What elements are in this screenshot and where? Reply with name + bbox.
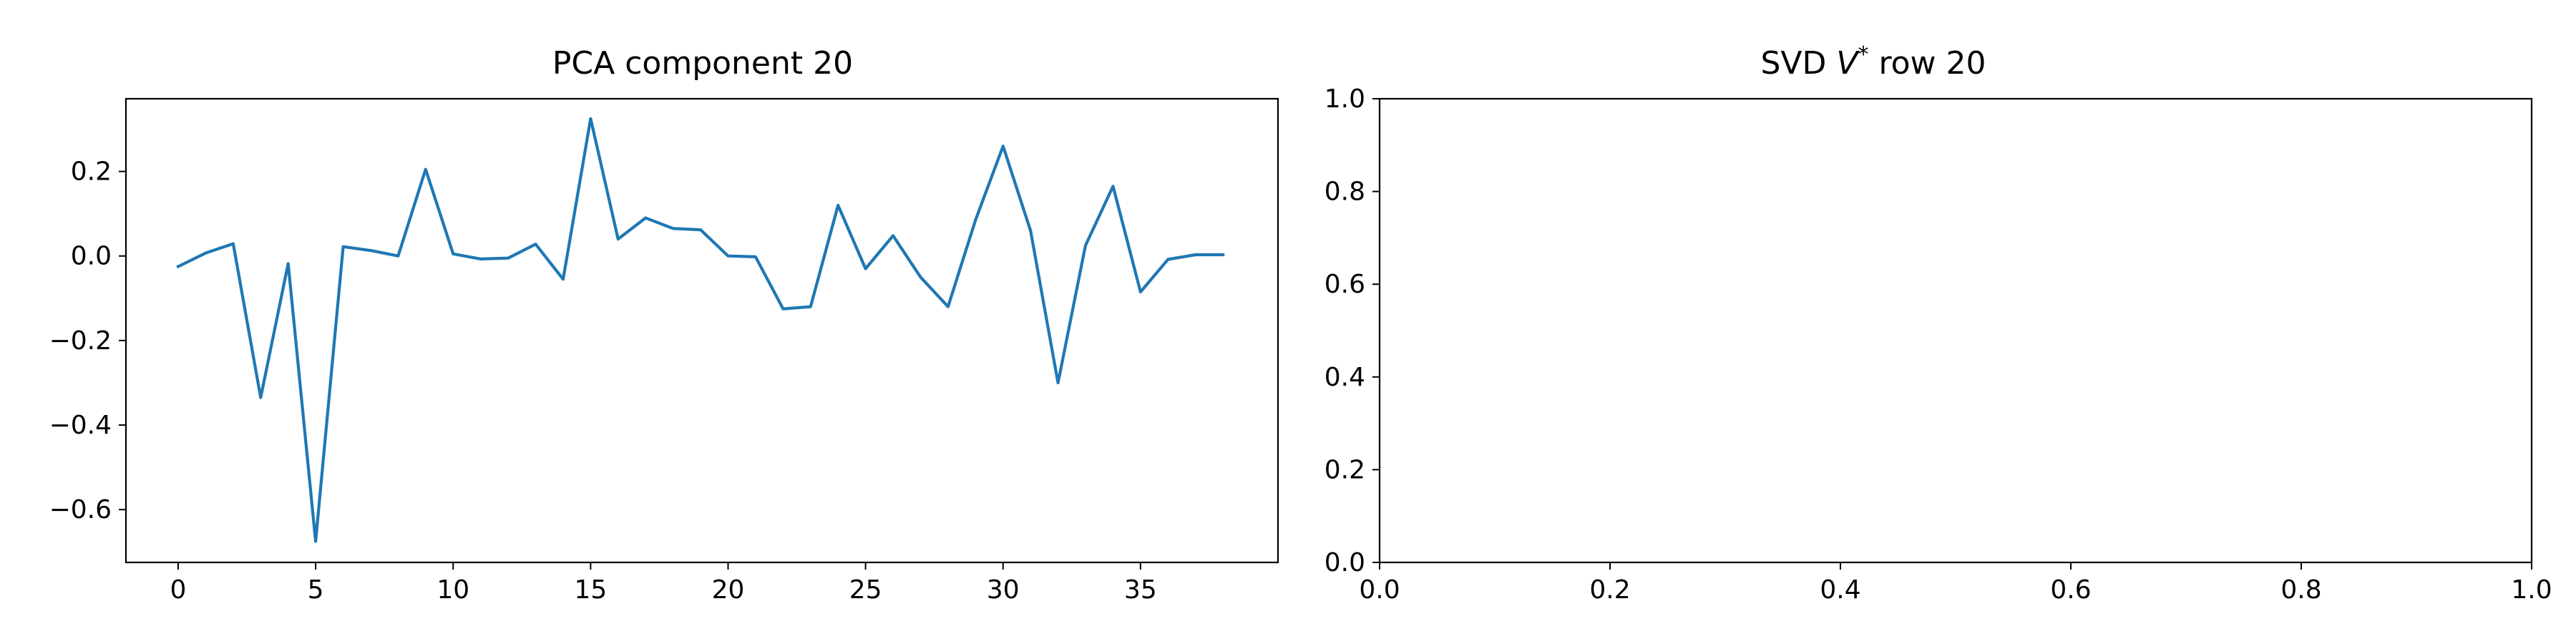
y-tick-label: 0.0: [71, 242, 112, 271]
y-tick-label: 0.8: [1324, 177, 1365, 207]
x-tick-label: 0.8: [2280, 575, 2321, 605]
x-tick-label: 0: [170, 575, 187, 605]
y-tick-label: 0.4: [1324, 363, 1365, 392]
svd-y-axis: 0.0 0.2 0.4 0.6 0.8 1.0: [1324, 84, 1380, 577]
y-tick-label: −0.6: [49, 495, 112, 525]
x-tick-label: 5: [308, 575, 324, 605]
x-tick-label: 25: [849, 575, 882, 605]
y-tick-label: −0.4: [49, 411, 112, 440]
x-tick-label: 20: [712, 575, 745, 605]
pca-series: [176, 117, 1225, 543]
pca-y-axis: 0.2 0.0 −0.2 −0.4 −0.6: [49, 157, 126, 525]
x-tick-label: 0.4: [1820, 575, 1860, 605]
pca-plot-title: PCA component 20: [552, 45, 853, 82]
pca-component-plot: PCA component 20 0 5 10 15 20 25 30 35 0.2 0.0 −0…: [49, 45, 1279, 605]
y-tick-label: 0.6: [1324, 270, 1365, 299]
pca-x-axis: 0 5 10 15 20 25 30 35: [170, 562, 1157, 605]
x-tick-label: 0.0: [1359, 575, 1400, 605]
x-tick-label: 10: [436, 575, 469, 605]
pca-plot-frame: [125, 97, 1279, 564]
svd-plot-frame: [1378, 97, 2533, 564]
y-tick-label: −0.2: [49, 326, 112, 356]
x-tick-label: 1.0: [2511, 575, 2552, 605]
y-tick-label: 0.2: [1324, 455, 1365, 484]
svd-row-plot: SVD V* row 20 0.0 0.2 0.4 0.6 0.8 1.0 0.00.20…: [1324, 42, 2552, 605]
x-tick-label: 35: [1124, 575, 1157, 605]
x-tick-label: 0.2: [1589, 575, 1630, 605]
x-tick-label: 0.6: [2050, 575, 2091, 605]
y-tick-label: 0.2: [71, 157, 112, 187]
x-tick-label: 15: [574, 575, 607, 605]
y-tick-label: 0.0: [1324, 548, 1365, 577]
svd-x-axis: 0.0 0.2 0.4 0.6 0.8 1.0: [1359, 562, 2552, 605]
svd-plot-title: SVD V* row 20: [1760, 42, 1986, 82]
y-tick-label: 1.0: [1324, 84, 1365, 114]
series-line: [176, 117, 1225, 543]
x-tick-label: 30: [987, 575, 1020, 605]
